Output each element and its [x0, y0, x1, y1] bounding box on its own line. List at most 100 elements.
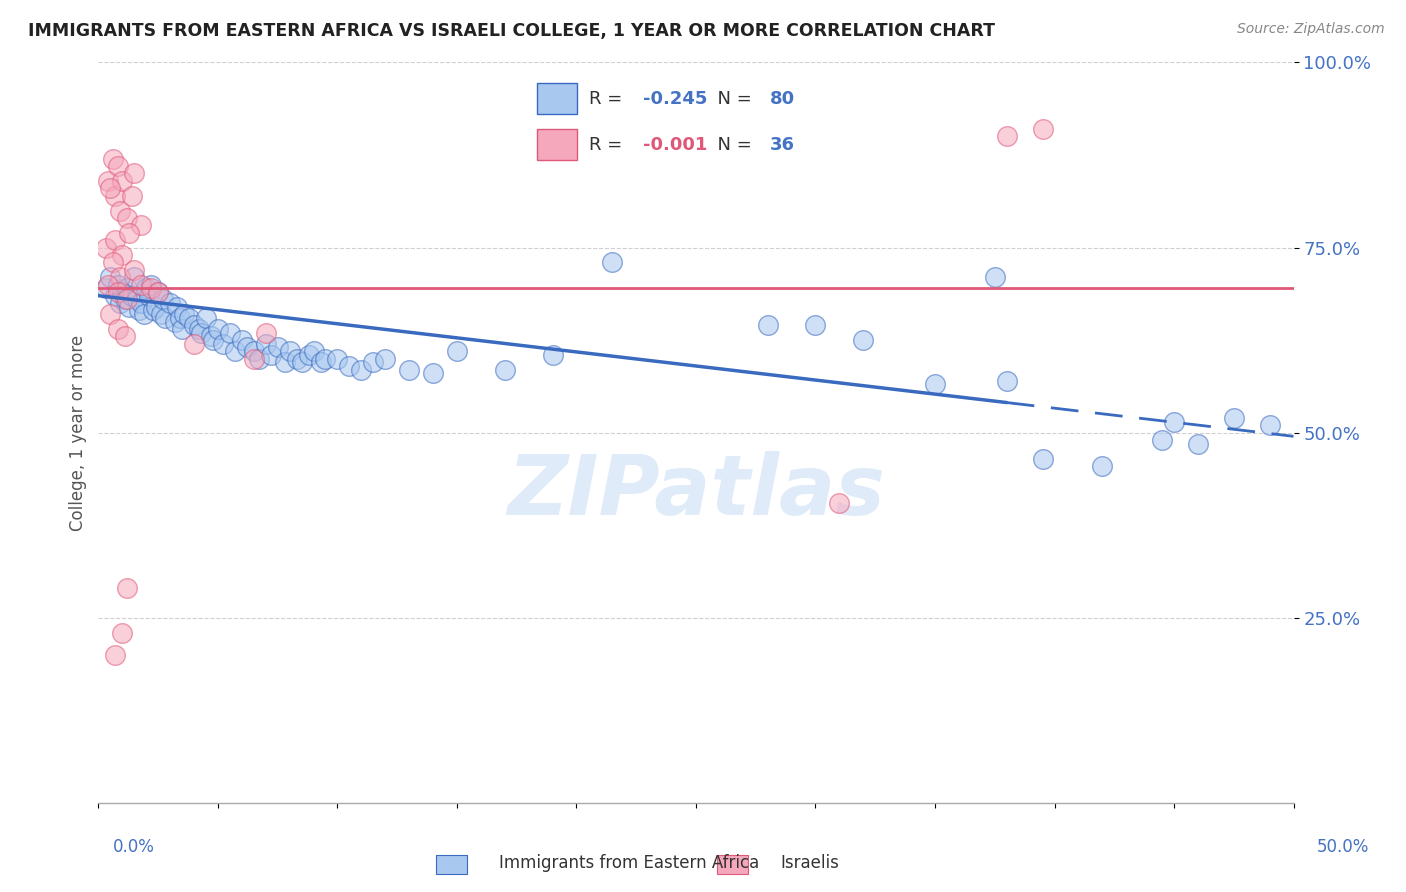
Point — [108, 270, 131, 285]
Point — [190, 326, 212, 340]
Point — [107, 277, 129, 292]
Point — [254, 326, 277, 340]
Point — [259, 348, 281, 362]
Point — [1187, 436, 1209, 450]
Text: Source: ZipAtlas.com: Source: ZipAtlas.com — [1237, 22, 1385, 37]
Point — [111, 174, 134, 188]
Point — [756, 318, 779, 333]
Point — [107, 159, 129, 173]
Text: IMMIGRANTS FROM EASTERN AFRICA VS ISRAELI COLLEGE, 1 YEAR OR MORE CORRELATION CH: IMMIGRANTS FROM EASTERN AFRICA VS ISRAEL… — [28, 22, 995, 40]
Point — [995, 374, 1018, 388]
Point — [243, 344, 266, 359]
Point — [104, 233, 127, 247]
Point — [278, 344, 301, 359]
Point — [995, 129, 1018, 144]
Point — [541, 348, 564, 362]
Point — [804, 318, 827, 333]
Point — [98, 181, 122, 195]
Point — [231, 333, 253, 347]
Point — [169, 310, 191, 325]
Point — [152, 293, 174, 307]
Point — [187, 322, 209, 336]
Point — [422, 367, 444, 381]
Point — [350, 362, 373, 376]
Point — [202, 333, 225, 347]
Point — [97, 174, 120, 188]
Point — [1223, 410, 1246, 425]
Point — [602, 255, 624, 269]
Point — [145, 300, 167, 314]
Point — [274, 355, 297, 369]
Point — [1163, 415, 1185, 429]
Point — [121, 188, 143, 202]
Point — [235, 341, 257, 355]
Y-axis label: College, 1 year or more: College, 1 year or more — [69, 334, 87, 531]
Point — [115, 293, 138, 307]
Point — [118, 226, 141, 240]
Point — [302, 344, 325, 359]
Point — [326, 351, 349, 366]
Point — [108, 296, 131, 310]
Point — [494, 362, 516, 376]
Point — [163, 314, 186, 328]
Point — [148, 285, 170, 299]
Point — [1091, 458, 1114, 473]
Point — [124, 270, 146, 285]
Point — [195, 310, 218, 325]
Point — [107, 285, 129, 299]
Point — [142, 303, 165, 318]
Point — [159, 296, 181, 310]
Point — [132, 307, 155, 321]
Point — [125, 293, 148, 307]
Text: ZIPatlas: ZIPatlas — [508, 451, 884, 533]
Point — [104, 288, 127, 302]
Point — [98, 307, 122, 321]
Point — [94, 240, 117, 255]
Point — [924, 377, 946, 392]
Point — [219, 326, 242, 340]
Text: Immigrants from Eastern Africa: Immigrants from Eastern Africa — [499, 855, 759, 872]
Point — [104, 648, 127, 662]
Point — [179, 310, 201, 325]
Point — [172, 322, 194, 336]
Text: 50.0%: 50.0% — [1316, 838, 1369, 856]
Text: Israelis: Israelis — [780, 855, 839, 872]
Point — [124, 262, 146, 277]
Point — [183, 318, 205, 333]
Point — [852, 333, 875, 347]
Point — [149, 307, 172, 321]
Point — [243, 351, 266, 366]
Point — [94, 281, 117, 295]
Point — [339, 359, 361, 373]
Point — [267, 341, 290, 355]
Point — [247, 351, 270, 366]
Point — [104, 188, 127, 202]
Point — [114, 329, 136, 343]
Point — [224, 344, 246, 359]
Point — [1032, 122, 1054, 136]
Point — [107, 322, 129, 336]
Point — [101, 152, 124, 166]
Point — [97, 277, 120, 292]
Point — [173, 307, 195, 321]
Point — [138, 288, 160, 302]
Point — [1258, 418, 1281, 433]
Point — [111, 625, 134, 640]
Point — [115, 281, 138, 295]
Point — [1152, 433, 1174, 447]
Point — [200, 329, 222, 343]
Point — [166, 300, 188, 314]
Point — [131, 296, 153, 310]
Point — [984, 270, 1007, 285]
Point — [108, 203, 131, 218]
Point — [101, 255, 124, 269]
Point — [828, 496, 851, 510]
Point — [254, 336, 277, 351]
Point — [183, 336, 205, 351]
Point — [139, 277, 162, 292]
Point — [115, 581, 138, 595]
Point — [309, 355, 332, 369]
Point — [118, 300, 141, 314]
Point — [211, 336, 233, 351]
Point — [131, 219, 153, 233]
